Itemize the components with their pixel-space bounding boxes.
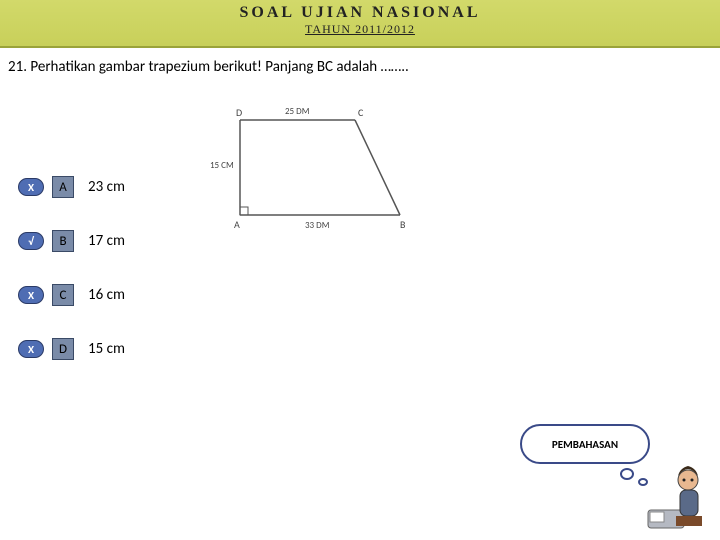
corner-a: A xyxy=(234,218,240,231)
question-text: 21. Perhatikan gambar trapezium berikut!… xyxy=(0,48,720,76)
result-mark: X xyxy=(18,178,44,196)
corner-b: B xyxy=(400,218,406,231)
result-mark: X xyxy=(18,286,44,304)
trapezium-diagram: D C A B 25 DM 15 CM 33 DM xyxy=(210,100,420,240)
page-subtitle: TAHUN 2011/2012 xyxy=(0,22,720,37)
option-letter: C xyxy=(52,284,74,306)
option-letter: A xyxy=(52,176,74,198)
corner-d: D xyxy=(236,106,242,119)
page-title: SOAL UJIAN NASIONAL xyxy=(0,4,720,22)
option-text: 16 cm xyxy=(88,286,125,304)
left-label: 15 CM xyxy=(210,160,234,171)
bottom-label: 33 DM xyxy=(305,220,329,231)
option-letter: B xyxy=(52,230,74,252)
option-text: 23 cm xyxy=(88,178,125,196)
question-body: Perhatikan gambar trapezium berikut! Pan… xyxy=(30,58,408,76)
result-mark: √ xyxy=(18,232,44,250)
student-icon xyxy=(640,454,710,534)
corner-c: C xyxy=(358,106,364,119)
cloud-bubble-icon xyxy=(620,468,634,480)
result-mark: X xyxy=(18,340,44,358)
option-row[interactable]: X C 16 cm xyxy=(18,284,720,306)
question-number: 21. xyxy=(8,58,27,76)
option-row[interactable]: X D 15 cm xyxy=(18,338,720,360)
page-header: SOAL UJIAN NASIONAL TAHUN 2011/2012 xyxy=(0,0,720,48)
option-letter: D xyxy=(52,338,74,360)
cloud-label: PEMBAHASAN xyxy=(520,424,650,464)
option-text: 17 cm xyxy=(88,232,125,250)
discussion-cloud[interactable]: PEMBAHASAN xyxy=(520,424,660,480)
option-text: 15 cm xyxy=(88,340,125,358)
top-label: 25 DM xyxy=(285,106,309,117)
